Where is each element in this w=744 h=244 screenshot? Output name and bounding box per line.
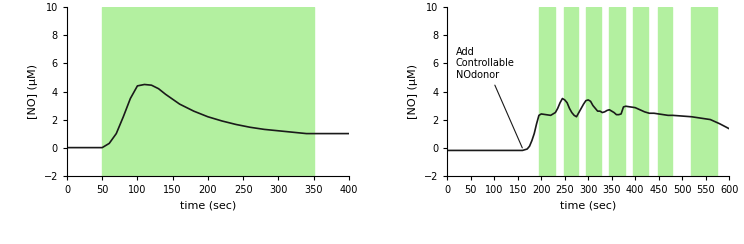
Bar xyxy=(102,7,313,176)
Bar xyxy=(658,7,672,176)
X-axis label: time (sec): time (sec) xyxy=(560,200,616,210)
Text: Add
Controllable
NOdonor: Add Controllable NOdonor xyxy=(456,47,522,148)
Y-axis label: [NO] (μM): [NO] (μM) xyxy=(28,64,38,119)
Y-axis label: [NO] (μM): [NO] (μM) xyxy=(408,64,418,119)
Bar xyxy=(633,7,648,176)
Bar xyxy=(564,7,578,176)
X-axis label: time (sec): time (sec) xyxy=(180,200,236,210)
Bar xyxy=(539,7,555,176)
Bar xyxy=(586,7,601,176)
Bar xyxy=(690,7,717,176)
Bar xyxy=(609,7,625,176)
